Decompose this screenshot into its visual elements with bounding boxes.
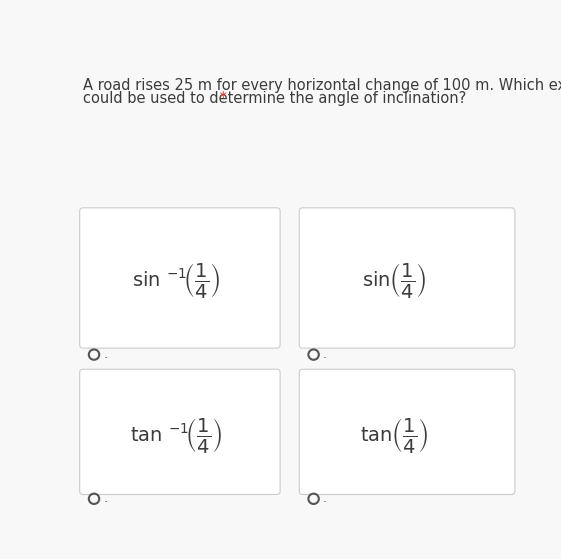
- FancyBboxPatch shape: [80, 369, 280, 495]
- FancyBboxPatch shape: [299, 208, 515, 348]
- Text: could be used to determine the angle of inclination?: could be used to determine the angle of …: [83, 91, 466, 106]
- Text: $\mathrm{tan}\left(\dfrac{1}{4}\right)$: $\mathrm{tan}\left(\dfrac{1}{4}\right)$: [360, 415, 428, 454]
- Text: could be used to determine the angle of inclination? *: could be used to determine the angle of …: [83, 91, 479, 106]
- Text: $\mathrm{sin}\left(\dfrac{1}{4}\right)$: $\mathrm{sin}\left(\dfrac{1}{4}\right)$: [362, 260, 426, 300]
- Text: .: .: [323, 492, 327, 505]
- Text: .: .: [103, 492, 107, 505]
- Text: .: .: [323, 348, 327, 361]
- Text: $\mathrm{sin}\ ^{-1}\!\left(\dfrac{1}{4}\right)$: $\mathrm{sin}\ ^{-1}\!\left(\dfrac{1}{4}…: [132, 260, 221, 300]
- Text: *: *: [215, 91, 227, 106]
- FancyBboxPatch shape: [80, 208, 280, 348]
- FancyBboxPatch shape: [299, 369, 515, 495]
- Text: A road rises 25 m for every horizontal change of 100 m. Which expression: A road rises 25 m for every horizontal c…: [83, 78, 561, 93]
- Text: .: .: [103, 348, 107, 361]
- Text: $\mathrm{tan}\ ^{-1}\!\left(\dfrac{1}{4}\right)$: $\mathrm{tan}\ ^{-1}\!\left(\dfrac{1}{4}…: [131, 415, 223, 454]
